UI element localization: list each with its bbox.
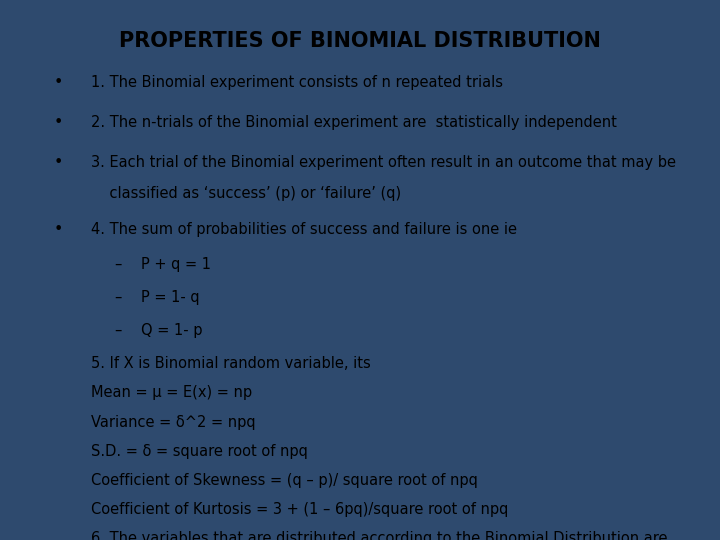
- Text: 4. The sum of probabilities of success and failure is one ie: 4. The sum of probabilities of success a…: [91, 221, 518, 237]
- Text: –: –: [114, 290, 121, 305]
- Text: P + q = 1: P + q = 1: [140, 257, 210, 272]
- Text: S.D. = δ = square root of npq: S.D. = δ = square root of npq: [91, 444, 308, 459]
- Text: –: –: [114, 257, 121, 272]
- Text: •: •: [54, 76, 63, 90]
- Text: PROPERTIES OF BINOMIAL DISTRIBUTION: PROPERTIES OF BINOMIAL DISTRIBUTION: [119, 31, 601, 51]
- Text: 5. If X is Binomial random variable, its: 5. If X is Binomial random variable, its: [91, 356, 371, 371]
- Text: Coefficient of Skewness = (q – p)/ square root of npq: Coefficient of Skewness = (q – p)/ squar…: [91, 473, 478, 488]
- Text: Variance = δ^2 = npq: Variance = δ^2 = npq: [91, 415, 256, 429]
- Text: P = 1- q: P = 1- q: [140, 290, 199, 305]
- Text: 1. The Binomial experiment consists of n repeated trials: 1. The Binomial experiment consists of n…: [91, 76, 503, 90]
- Text: –: –: [114, 323, 121, 338]
- Text: Mean = μ = E(x) = np: Mean = μ = E(x) = np: [91, 385, 253, 400]
- Text: Q = 1- p: Q = 1- p: [140, 323, 202, 338]
- Text: •: •: [54, 115, 63, 130]
- Text: 6. The variables that are distributed according to the Binomial Distribution are: 6. The variables that are distributed ac…: [91, 531, 668, 540]
- Text: classified as ‘success’ (p) or ‘failure’ (q): classified as ‘success’ (p) or ‘failure’…: [91, 186, 402, 201]
- Text: •: •: [54, 154, 63, 170]
- Text: Coefficient of Kurtosis = 3 + (1 – 6pq)/square root of npq: Coefficient of Kurtosis = 3 + (1 – 6pq)/…: [91, 502, 509, 517]
- Text: •: •: [54, 221, 63, 237]
- Text: 2. The n-trials of the Binomial experiment are  statistically independent: 2. The n-trials of the Binomial experime…: [91, 115, 617, 130]
- Text: 3. Each trial of the Binomial experiment often result in an outcome that may be: 3. Each trial of the Binomial experiment…: [91, 154, 676, 170]
